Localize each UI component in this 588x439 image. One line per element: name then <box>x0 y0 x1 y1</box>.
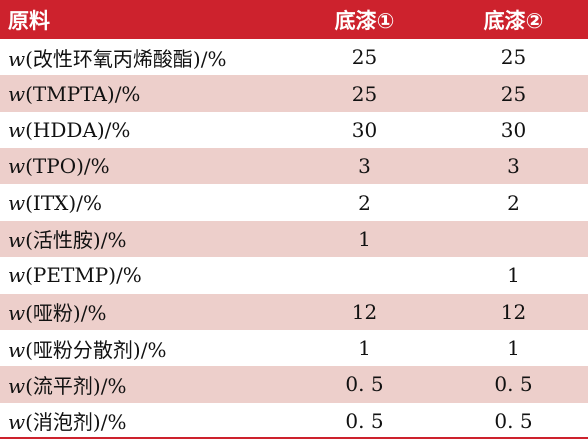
table-row: w(哑粉)/% 12 12 <box>0 293 588 330</box>
ingredient-label: (哑粉)/% <box>25 301 107 326</box>
row-label-cell: w(活性胺)/% <box>0 221 290 257</box>
primer-2-value: 30 <box>500 117 527 142</box>
ingredient-label: (HDDA)/% <box>25 117 131 142</box>
primer-2-value: 1 <box>507 263 520 288</box>
row-label-cell: w(改性环氧丙烯酸酯)/% <box>0 39 290 75</box>
row-label-cell: w(HDDA)/% <box>0 112 290 148</box>
mass-fraction-symbol: w <box>8 301 26 326</box>
primer-2-value: 0. 5 <box>494 372 533 397</box>
primer-2-value: 2 <box>507 190 520 215</box>
primer-2-value <box>439 221 588 257</box>
row-label-cell: w(哑粉)/% <box>0 294 290 330</box>
header-row: 原料 底漆① 底漆② <box>0 0 588 39</box>
mass-fraction-symbol: w <box>8 46 26 71</box>
header-material: 原料 <box>8 8 50 33</box>
primer-2-value: 0. 5 <box>494 408 533 433</box>
ingredient-label: (流平剂)/% <box>25 373 127 398</box>
table-row: w(流平剂)/% 0. 5 0. 5 <box>0 366 588 403</box>
primer-2-value: 25 <box>500 45 527 70</box>
ingredient-label: (改性环氧丙烯酸酯)/% <box>25 46 227 71</box>
primer-1-value: 1 <box>358 226 371 251</box>
table-row: w(哑粉分散剂)/% 1 1 <box>0 329 588 367</box>
header-primer-1: 底漆① <box>334 8 395 33</box>
primer-2-value: 1 <box>507 336 520 361</box>
table-row: w(HDDA)/% 30 30 <box>0 111 588 149</box>
row-label-cell: w(ITX)/% <box>0 184 290 220</box>
table-row: w(消泡剂)/% 0. 5 0. 5 <box>0 402 588 439</box>
primer-1-value: 2 <box>358 190 371 215</box>
primer-2-value: 3 <box>507 154 520 179</box>
mass-fraction-symbol: w <box>8 117 26 142</box>
row-label-cell: w(PETMP)/% <box>0 257 290 293</box>
mass-fraction-symbol: w <box>8 154 26 179</box>
primer-1-value: 3 <box>358 154 371 179</box>
header-primer-2: 底漆② <box>483 8 544 33</box>
row-label-cell: w(消泡剂)/% <box>0 403 290 439</box>
mass-fraction-symbol: w <box>8 228 26 253</box>
table-bottom-rule <box>0 437 588 439</box>
primer-1-value: 1 <box>358 336 371 361</box>
mass-fraction-symbol: w <box>8 190 26 215</box>
row-label-cell: w(流平剂)/% <box>0 366 290 402</box>
ingredient-label: (活性胺)/% <box>25 228 127 253</box>
table-row: w(PETMP)/% 1 <box>0 257 588 294</box>
primer-1-value: 25 <box>351 81 378 106</box>
ingredient-label: (TPO)/% <box>25 154 110 179</box>
mass-fraction-symbol: w <box>8 373 26 398</box>
primer-2-value: 25 <box>500 81 527 106</box>
primer-1-value: 0. 5 <box>345 408 384 433</box>
primer-1-value <box>290 257 439 293</box>
ingredient-label: (消泡剂)/% <box>25 410 127 435</box>
row-label-cell: w(TMPTA)/% <box>0 75 290 111</box>
primer-1-value: 25 <box>351 45 378 70</box>
mass-fraction-symbol: w <box>8 263 26 288</box>
table-header: 原料 底漆① 底漆② <box>0 0 588 39</box>
ingredient-label: (哑粉分散剂)/% <box>25 337 167 362</box>
mass-fraction-symbol: w <box>8 81 26 106</box>
primer-2-value: 12 <box>500 299 527 324</box>
table-row: w(ITX)/% 2 2 <box>0 184 588 221</box>
table-row: w(改性环氧丙烯酸酯)/% 25 25 <box>0 39 588 76</box>
primer-1-value: 12 <box>351 299 378 324</box>
table-row: w(TPO)/% 3 3 <box>0 148 588 185</box>
mass-fraction-symbol: w <box>8 337 26 362</box>
row-label-cell: w(哑粉分散剂)/% <box>0 330 290 366</box>
table-body: w(改性环氧丙烯酸酯)/% 25 25 w(TMPTA)/% 25 25 w(H… <box>0 39 588 439</box>
primer-1-value: 0. 5 <box>345 372 384 397</box>
table-row: w(TMPTA)/% 25 25 <box>0 75 588 112</box>
mass-fraction-symbol: w <box>8 410 26 435</box>
table-row: w(活性胺)/% 1 <box>0 220 588 258</box>
ingredient-label: (ITX)/% <box>25 190 102 215</box>
ingredient-label: (TMPTA)/% <box>25 81 141 106</box>
primer-1-value: 30 <box>351 117 378 142</box>
ingredient-label: (PETMP)/% <box>25 263 142 288</box>
row-label-cell: w(TPO)/% <box>0 148 290 184</box>
